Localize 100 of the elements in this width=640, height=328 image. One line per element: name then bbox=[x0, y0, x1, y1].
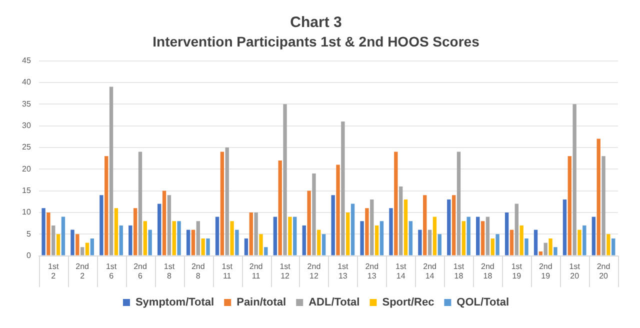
bar bbox=[235, 230, 239, 256]
x-tick-label: 1st 12 bbox=[280, 262, 292, 280]
bar bbox=[496, 234, 500, 256]
bar bbox=[172, 221, 176, 256]
bar bbox=[230, 221, 234, 256]
legend-label: Sport/Rec bbox=[382, 296, 434, 309]
bar bbox=[578, 230, 582, 256]
x-tick-label: 2nd 19 bbox=[538, 262, 552, 280]
bar bbox=[264, 247, 268, 256]
bar bbox=[273, 216, 278, 256]
bar bbox=[538, 251, 543, 256]
x-tick-label: 1st 11 bbox=[222, 262, 234, 280]
bar bbox=[104, 156, 108, 256]
bar bbox=[167, 195, 172, 256]
bar bbox=[476, 216, 480, 256]
bar bbox=[220, 152, 224, 256]
bar bbox=[398, 186, 403, 256]
bar bbox=[504, 212, 509, 256]
bar bbox=[52, 225, 56, 256]
bar bbox=[70, 230, 74, 256]
bar bbox=[350, 204, 355, 256]
bar bbox=[331, 195, 335, 256]
bar bbox=[404, 199, 408, 256]
bar bbox=[466, 216, 470, 256]
x-tick-label: 2nd 18 bbox=[481, 262, 494, 280]
bar bbox=[480, 221, 485, 256]
bar bbox=[544, 242, 548, 256]
bar bbox=[514, 204, 519, 256]
bar bbox=[520, 225, 524, 256]
bar bbox=[432, 216, 437, 256]
bar bbox=[341, 121, 345, 256]
bar bbox=[76, 234, 80, 256]
bar bbox=[196, 221, 200, 256]
x-tick-label: 2nd 12 bbox=[307, 262, 321, 280]
bar bbox=[46, 212, 50, 256]
bar bbox=[225, 147, 229, 256]
x-tick-label: 1st 19 bbox=[511, 262, 523, 280]
bar bbox=[201, 238, 205, 256]
bar bbox=[365, 208, 369, 256]
bar bbox=[90, 238, 94, 256]
bar bbox=[322, 234, 326, 256]
legend-label: Symptom/Total bbox=[135, 296, 214, 309]
bar bbox=[215, 216, 220, 256]
chart-title: Chart 3 bbox=[290, 14, 342, 32]
bar bbox=[370, 199, 374, 256]
x-tick-label: 2nd 8 bbox=[191, 262, 205, 280]
legend-label: ADL/Total bbox=[308, 296, 360, 309]
bar bbox=[486, 216, 490, 256]
bar bbox=[288, 216, 292, 256]
bar bbox=[360, 221, 364, 256]
bar bbox=[423, 195, 427, 256]
x-tick-label: 2nd 13 bbox=[365, 262, 379, 280]
bar bbox=[162, 190, 166, 256]
chart-subtitle: Intervention Participants 1st & 2nd HOOS Scores bbox=[152, 33, 480, 50]
bar bbox=[490, 238, 494, 256]
y-tick-label: 20 bbox=[22, 164, 32, 174]
bar bbox=[418, 230, 422, 256]
bar bbox=[302, 225, 306, 256]
bar bbox=[568, 156, 572, 256]
bar bbox=[191, 230, 196, 256]
bar bbox=[612, 238, 616, 256]
bar bbox=[119, 225, 123, 256]
bar bbox=[177, 221, 181, 256]
y-tick-label: 25 bbox=[22, 142, 32, 152]
bar bbox=[462, 221, 466, 256]
y-tick-label: 0 bbox=[26, 251, 32, 260]
bar bbox=[249, 212, 253, 256]
x-tick-label: 1st 14 bbox=[396, 262, 407, 280]
bar bbox=[346, 212, 350, 256]
bar bbox=[244, 238, 248, 256]
bar bbox=[259, 234, 263, 256]
bar bbox=[374, 225, 379, 256]
x-tick-label: 1st 2 bbox=[48, 262, 60, 280]
legend-label: Pain/total bbox=[236, 296, 286, 309]
bar bbox=[562, 199, 567, 256]
bar bbox=[394, 152, 398, 256]
bar bbox=[143, 221, 148, 256]
bar bbox=[408, 221, 413, 256]
x-tick-label: 1st 18 bbox=[453, 262, 465, 280]
bar bbox=[133, 208, 138, 256]
y-tick-label: 40 bbox=[22, 78, 32, 87]
bar bbox=[510, 230, 514, 256]
bar bbox=[389, 208, 393, 256]
bar bbox=[438, 234, 442, 256]
y-tick-label: 15 bbox=[22, 186, 32, 196]
bar bbox=[148, 230, 152, 256]
bar bbox=[428, 230, 432, 256]
x-tick-label: 2nd 11 bbox=[249, 262, 263, 280]
bar bbox=[312, 173, 316, 256]
bar bbox=[254, 212, 258, 256]
bar bbox=[80, 247, 84, 256]
bar bbox=[283, 104, 287, 256]
bar bbox=[606, 234, 610, 256]
bar bbox=[524, 238, 528, 256]
y-tick-label: 10 bbox=[22, 208, 32, 217]
bar bbox=[56, 234, 60, 256]
y-tick-label: 45 bbox=[22, 56, 32, 66]
bar bbox=[278, 160, 282, 256]
bar bbox=[317, 230, 321, 256]
bar bbox=[554, 247, 558, 256]
